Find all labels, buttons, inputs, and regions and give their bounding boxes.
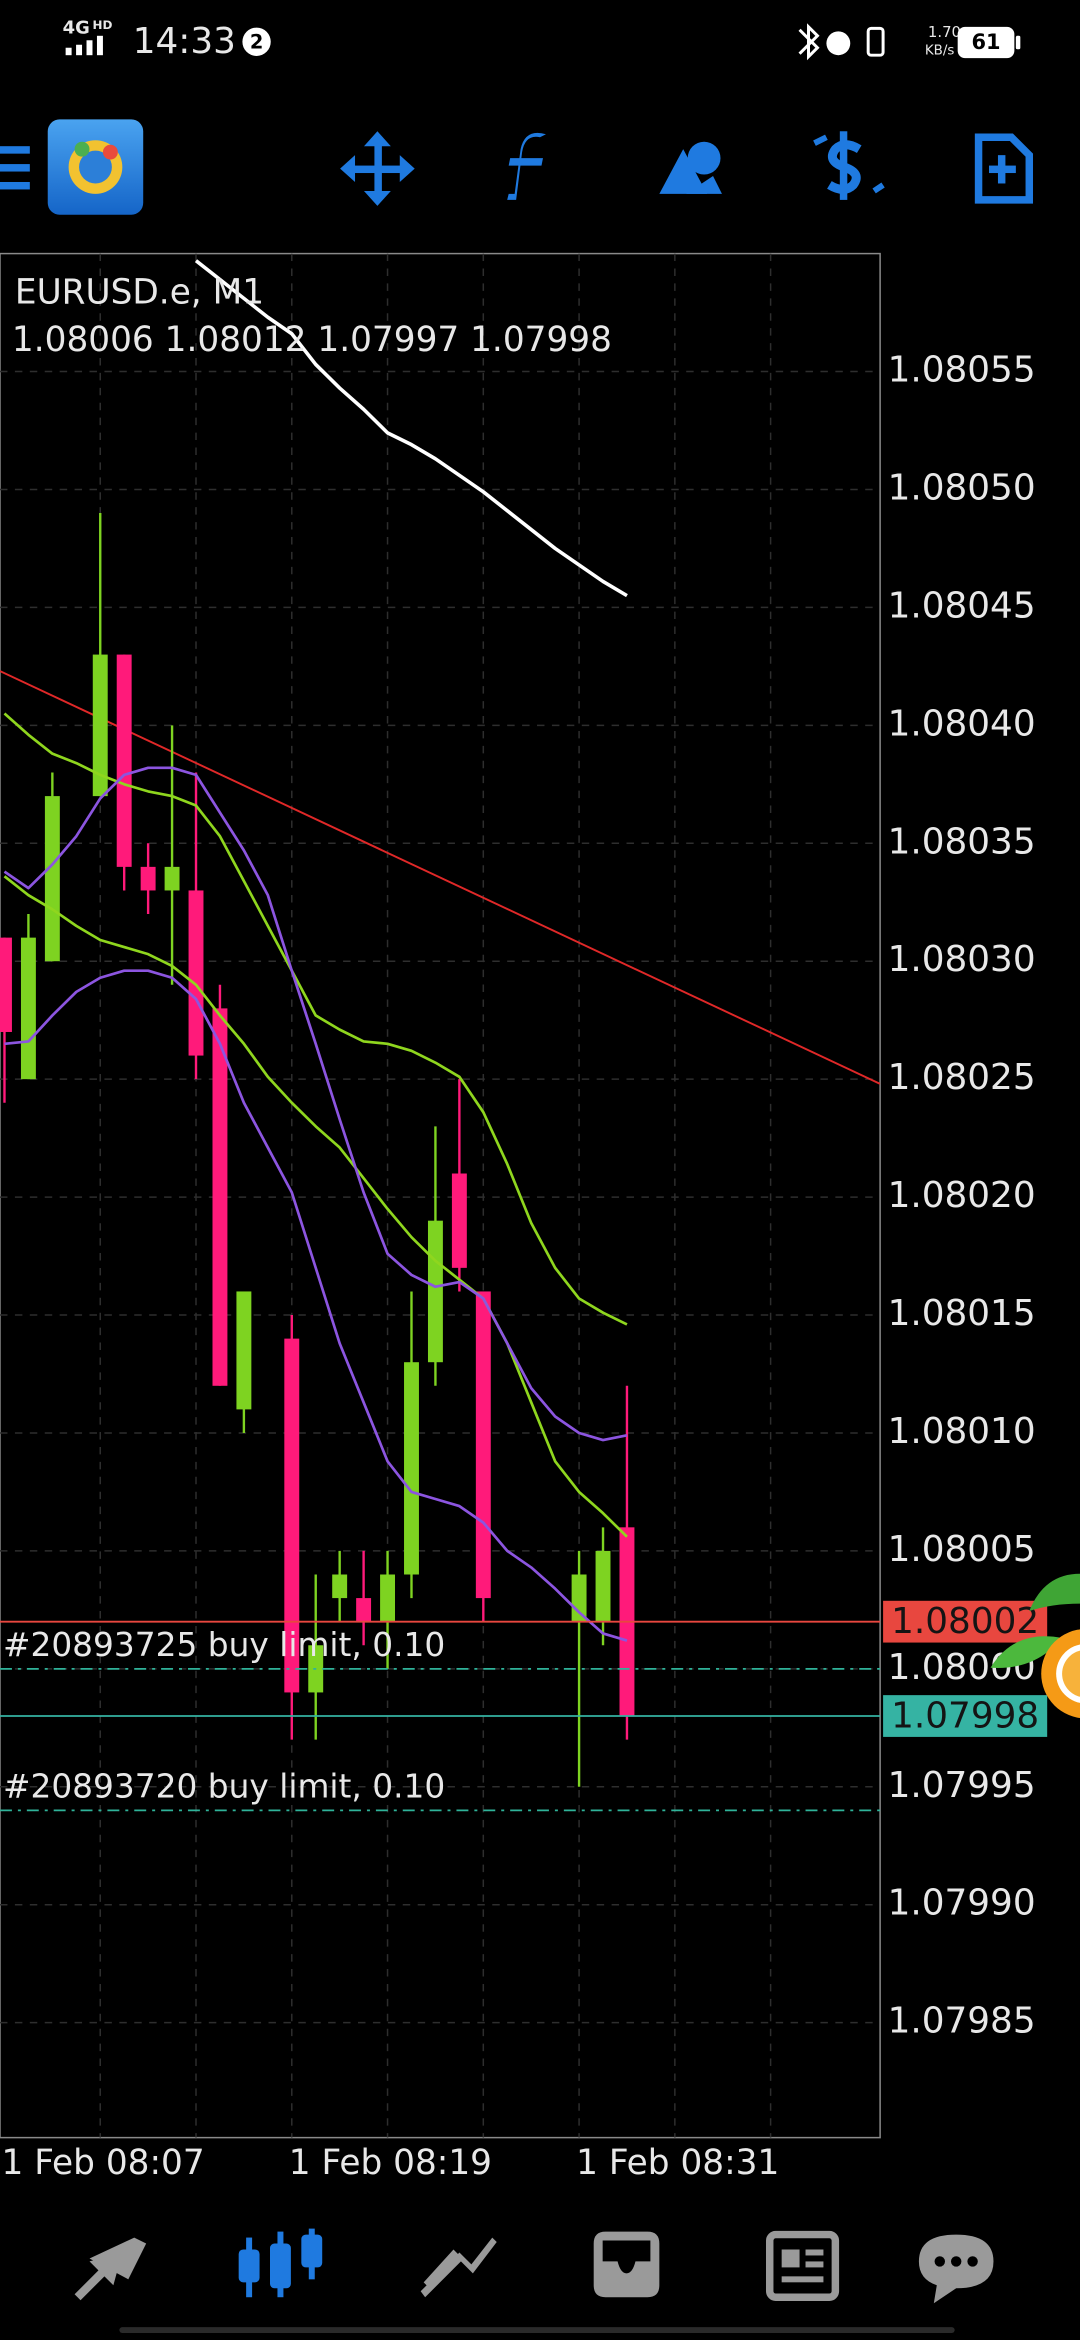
indicator-line [3, 766, 628, 1442]
candle-body [212, 1008, 228, 1386]
battery-tip [1015, 35, 1021, 50]
news-tab[interactable] [765, 2230, 840, 2301]
objects-button[interactable] [659, 141, 722, 194]
candle-body [164, 866, 180, 891]
y-tick-label: 1.07995 [888, 1765, 1036, 1806]
chart-tab[interactable] [238, 2228, 323, 2298]
floating-button[interactable] [990, 1573, 1080, 1719]
overlay: 1.08055 1.08050 1.08045 1.08040 1.08035 1.080… [0, 350, 1048, 2183]
y-tick-label: 1.08015 [888, 1293, 1036, 1334]
indicator-line [3, 875, 628, 1538]
y-tick-label: 1.08010 [888, 1411, 1036, 1452]
candle-body [404, 1362, 419, 1575]
candle-body [92, 654, 108, 797]
y-tick-label: 1.08040 [888, 703, 1036, 744]
vibrate-icon [866, 26, 885, 57]
crosshair-button[interactable] [340, 131, 415, 206]
y-tick-label: 1.08030 [888, 939, 1036, 980]
candle-body [44, 796, 60, 962]
notification-count: 2 [250, 31, 263, 54]
x-tick-label: 1 Feb 08:31 [576, 2143, 779, 2183]
x-tick-label: 1 Feb 08:07 [1, 2143, 204, 2183]
quotes-tab[interactable] [74, 2237, 147, 2301]
chat-tab[interactable] [918, 2234, 994, 2304]
indicator-line [3, 712, 628, 1326]
battery-level: 61 [971, 30, 1000, 54]
candle-body [116, 654, 132, 867]
new-order-button[interactable] [974, 133, 1034, 204]
signal-icon [65, 35, 103, 56]
status-bar: 4G HD 14:33 2 1.70 KB/s 61 [63, 17, 1021, 62]
y-tick-label: 1.08005 [888, 1529, 1036, 1570]
chart-ohlc: 1.08006 1.08012 1.07997 1.07998 [12, 320, 612, 360]
candle-body [427, 1220, 443, 1363]
x-tick-label: 1 Feb 08:19 [289, 2143, 492, 2183]
candle-body [236, 1291, 252, 1410]
bottom-nav [74, 2228, 994, 2334]
y-tick-label: 1.08050 [888, 467, 1036, 508]
trade-button[interactable] [813, 131, 885, 200]
candle-body [475, 1291, 491, 1599]
ask-label: 1.07998 [891, 1696, 1039, 1737]
candle-body [284, 1338, 300, 1693]
candle-body [332, 1574, 348, 1599]
notification-badge [242, 27, 271, 56]
indicators-button[interactable] [507, 132, 546, 200]
candle-body [595, 1550, 611, 1622]
candle-body [451, 1173, 467, 1268]
alarm-icon [826, 31, 851, 56]
gesture-bar [119, 2327, 955, 2334]
y-tick-label: 1.07990 [888, 1883, 1036, 1924]
y-tick-label: 1.08025 [888, 1057, 1036, 1098]
history-tab[interactable] [593, 2231, 660, 2298]
candle-body [188, 890, 204, 1056]
plot-area [0, 253, 881, 2138]
candle-body [140, 866, 156, 891]
order-label: #20893720 buy limit, 0.10 [3, 1768, 445, 1806]
bluetooth-icon [798, 23, 820, 61]
y-tick-label: 1.08055 [888, 350, 1036, 391]
bid-label: 1.08002 [891, 1601, 1039, 1642]
trade-tab[interactable] [420, 2237, 497, 2298]
y-tick-label: 1.08020 [888, 1175, 1036, 1216]
candle-body [571, 1574, 587, 1622]
indicator-line [194, 259, 628, 598]
clock: 14:33 [133, 21, 236, 62]
chart-title: EURUSD.e, M1 [15, 272, 264, 312]
net-speed-unit: KB/s [925, 44, 955, 59]
network-type: 4G [63, 17, 90, 38]
toolbar [0, 119, 1034, 215]
battery-icon [957, 26, 1015, 59]
candle-body [356, 1598, 372, 1622]
app-icon[interactable] [47, 119, 144, 215]
net-speed: 1.70 [928, 23, 961, 41]
y-tick-label: 1.08035 [888, 821, 1036, 862]
indicator-line [4, 969, 628, 1642]
order-label: #20893725 buy limit, 0.10 [3, 1626, 445, 1664]
bid-label-box [883, 1600, 1048, 1643]
y-tick-label: 1.08045 [888, 585, 1036, 626]
candle-body [380, 1574, 396, 1622]
menu-button[interactable] [0, 146, 30, 190]
ask-label-box [883, 1695, 1048, 1737]
y-tick-label: 1.07985 [888, 2001, 1036, 2042]
network-tag: HD [92, 18, 112, 32]
candle-body [20, 937, 36, 1080]
trendline [0, 670, 881, 1085]
candle-body [0, 937, 12, 1032]
chart-frame [0, 252, 881, 2139]
